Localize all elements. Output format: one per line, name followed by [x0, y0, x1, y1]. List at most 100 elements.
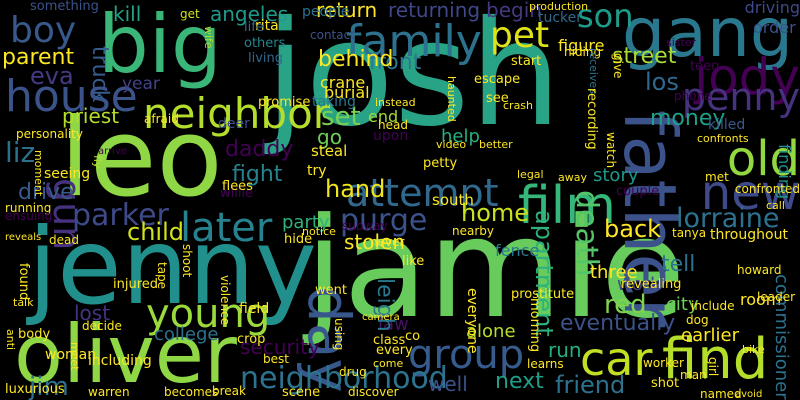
word-son: son [577, 0, 634, 35]
word-hand: hand [325, 175, 386, 203]
word-tanya: tanya [672, 226, 707, 240]
word-law: law [378, 314, 409, 335]
word-fence: fence [495, 241, 540, 260]
word-set: set [321, 102, 361, 132]
word-shot: shot [651, 376, 680, 391]
word-class: class [373, 333, 406, 348]
word-hide: hide [284, 232, 313, 247]
word-talk: talk [13, 296, 34, 309]
word-revealing: revealing [621, 277, 682, 292]
word-josh: josh [265, 0, 562, 159]
word-see: see [486, 91, 509, 106]
word-crane: crane [320, 73, 366, 92]
word-never: never [370, 235, 405, 249]
word-watch: watch [604, 132, 618, 169]
word-purge: purge [340, 203, 428, 238]
word-call: call [766, 199, 785, 212]
word-others: others [244, 36, 286, 51]
word-willie: willie [220, 186, 254, 201]
word-drug: drug [339, 365, 367, 379]
word-scene: scene [282, 385, 321, 400]
word-leigh: leigh [372, 278, 397, 332]
word-los: los [645, 68, 679, 96]
word-reveals: reveals [5, 232, 42, 243]
word-include: include [691, 299, 735, 313]
word-running: running [5, 201, 52, 215]
word-killed: killed [708, 117, 746, 133]
word-old: old [726, 131, 800, 187]
word-life: life [244, 20, 264, 35]
word-parker: parker [72, 198, 169, 233]
word-run: run [548, 338, 582, 362]
word-woman: woman [45, 347, 97, 363]
word-rita: rita [255, 18, 279, 34]
word-drive: drive [18, 180, 74, 205]
word-crash: crash [503, 99, 534, 112]
word-tucker: tucker [538, 10, 583, 26]
word-throughout: throughout [710, 227, 788, 243]
word-flees: flees [222, 179, 253, 194]
word-security: security [240, 335, 320, 359]
word-becomes: becomes [164, 385, 219, 399]
word-work: work [617, 274, 661, 295]
word-jamie: jamie [305, 188, 686, 349]
word-city: city [666, 294, 699, 315]
word-bike: bike [742, 343, 765, 356]
word-boy: boy [10, 10, 77, 51]
word-go: go [317, 125, 342, 149]
word-try: try [307, 163, 327, 179]
word-big: big [98, 0, 222, 91]
word-house: house [5, 71, 138, 122]
word-next: next [495, 369, 544, 394]
word-end: end [368, 107, 399, 126]
word-head: head [378, 118, 408, 132]
word-child: child [127, 218, 184, 246]
word-get: get [180, 7, 200, 21]
word-lost: lost [74, 301, 111, 325]
word-priest: priest [62, 104, 120, 128]
word-angeles: angeles [210, 2, 289, 26]
word-luxurious: luxurious [5, 382, 65, 397]
word-promise: promise [258, 95, 311, 110]
word-behind: behind [318, 47, 394, 72]
word-kill: kill [113, 2, 142, 26]
word-break: break [212, 384, 246, 398]
word-upon: upon [373, 128, 409, 144]
word-avoid: avoid [735, 389, 763, 400]
word-eva: eva [30, 62, 74, 90]
word-neighborhood: neighborhood [240, 361, 448, 396]
word-returning: returning [388, 0, 481, 22]
word-body: body [18, 327, 51, 342]
word-decide: decide [82, 319, 122, 333]
word-learns: learns [527, 357, 564, 371]
word-named: named [700, 387, 742, 400]
word-fight: fight [232, 162, 283, 187]
word-petty: petty [423, 156, 458, 171]
word-college: college [154, 324, 219, 345]
word-confronted: confronted [734, 182, 800, 196]
word-leader: leader [757, 290, 796, 304]
word-dead: dead [49, 233, 79, 247]
word-tape: tape [155, 262, 169, 290]
word-howard: howard [737, 263, 782, 277]
word-co: co [405, 329, 421, 344]
word-gang: gang [622, 0, 794, 73]
word-well: well [428, 372, 468, 396]
word-teen: teen [690, 59, 720, 74]
word-ensuing: ensuing [5, 209, 53, 223]
word-every: every [376, 343, 413, 358]
word-video: video [436, 138, 467, 151]
word-subway: subway [342, 219, 388, 233]
word-lorraine: lorraine [676, 203, 780, 234]
word-stolen: stolen [344, 230, 406, 254]
word-everyone: everyone [464, 288, 480, 354]
word-away: away [558, 171, 587, 184]
word-family: family [346, 16, 482, 67]
word-dog: dog [686, 313, 709, 327]
word-story: story [593, 165, 639, 186]
word-moment: moment [32, 150, 45, 197]
word-earlier: earlier [681, 325, 739, 346]
word-living: living [248, 51, 284, 66]
word-begin: begin [486, 0, 542, 22]
word-alone: alone [466, 321, 516, 342]
